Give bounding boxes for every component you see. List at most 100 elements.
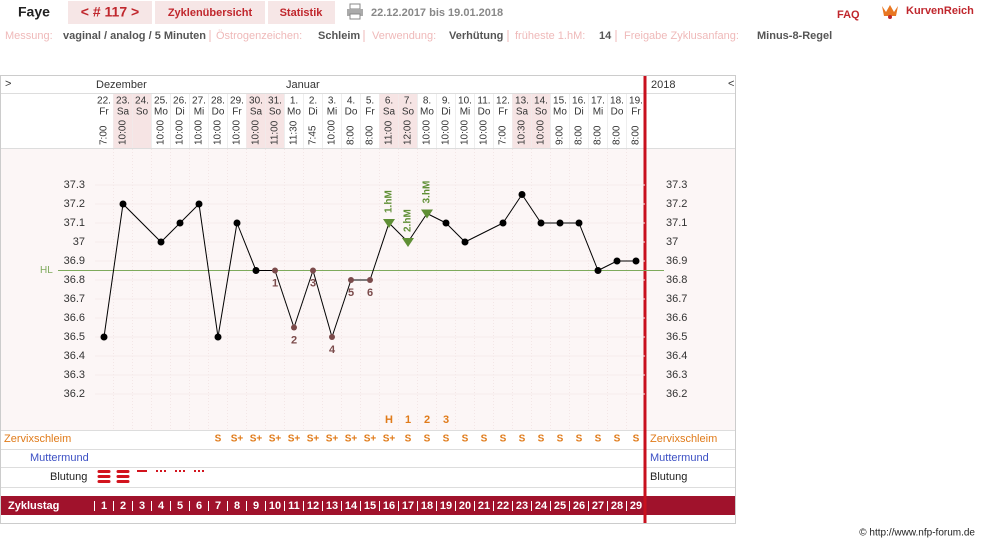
date-label: 1. [290,96,298,107]
temp-segment [179,203,200,224]
cycle-day: 17 [402,500,414,512]
y-tick-label: 36.8 [666,274,687,286]
temp-point [252,267,260,274]
temp-segment [445,222,466,243]
point-label: 3 [310,277,316,289]
info-value: 14 [599,30,612,42]
mucus-symbol: S [595,434,602,445]
time-label: 11:30 [289,120,300,145]
time-label: 10:00 [460,120,471,145]
temp-segment [312,270,333,338]
row-label: Muttermund [30,452,89,464]
logo-icon [882,5,898,19]
cycle-day: 11 [288,500,300,512]
temp-segment [369,222,390,281]
faq-link[interactable]: FAQ [837,9,860,21]
time-label: 12:00 [403,120,414,145]
cycle-day: 15 [364,500,376,512]
cycle-day: 14 [345,500,358,512]
cycle-nav-box[interactable] [68,1,152,24]
tab[interactable]: Statistik [280,7,324,19]
y-tick-label: 37.2 [666,198,687,210]
temp-point [537,219,545,227]
date-label: 30. [249,96,263,107]
date-label: 14. [534,96,548,107]
hm-marker [402,238,414,247]
excluded-point [367,277,373,283]
coverline-label: HL [40,265,53,276]
temp-segment [597,260,618,271]
tab-box[interactable] [268,1,335,24]
print-icon[interactable] [347,3,363,20]
time-label: 10:00 [156,120,167,145]
time-label: 10:00 [422,120,433,145]
y-tick-label: 36.3 [64,369,85,381]
time-label: 7:00 [498,125,509,145]
temp-point [195,200,203,208]
date-label: 12. [496,96,510,107]
excluded-point [291,324,297,331]
cycle-day: 12 [307,500,319,512]
cycle-day-bar [1,496,735,515]
date-label: 2. [309,96,317,107]
date-label: 8. [423,96,431,107]
temp-segment [464,222,504,243]
tab-box[interactable] [155,1,265,24]
user-name: Faye [18,4,50,20]
cycle-day: 13 [326,500,338,512]
cycle-day: 23 [516,500,528,512]
temp-segment [293,270,314,328]
time-label: 10:00 [118,120,129,145]
mucus-symbol: S [215,434,222,445]
info-value: vaginal / analog / 5 Minuten [63,30,206,42]
weekday-label: Mi [460,107,471,118]
logo[interactable]: KurvenReich [906,5,974,17]
y-tick-label: 36.4 [64,350,85,362]
cycle-day: 5 [177,500,183,512]
temp-segment [331,279,352,338]
temp-point [119,200,127,208]
mucus-symbol: S [519,434,526,445]
point-label: 6 [367,287,373,299]
weekday-label: Do [345,107,358,118]
weekday-label: So [535,107,548,118]
mucus-symbol: S [538,434,545,445]
hm-marker [421,209,433,219]
temp-point [100,333,108,341]
mucus-symbol: S [500,434,507,445]
weekday-label: Di [175,107,184,118]
time-label: 10:00 [441,120,452,145]
hm-label: 2.hM [403,209,414,232]
weekend-shade [113,94,133,148]
y-tick-label: 37.3 [666,179,687,191]
y-tick-label: 36.9 [666,255,687,267]
temp-point [461,238,469,246]
nav-right[interactable]: < [728,78,734,90]
mucus-peak: 3 [443,414,449,426]
weekday-label: Mo [420,107,434,118]
nav-left[interactable]: > [5,78,11,90]
y-tick-label: 36.4 [666,350,687,362]
weekday-label: Di [308,107,317,118]
time-label: 11:00 [384,120,395,145]
hm-label: 1.hM [384,190,395,213]
cycle-day: 20 [459,500,471,512]
date-label: 11. [477,96,490,107]
weekday-label: Do [212,107,225,118]
date-label: 19. [629,96,643,107]
time-label: 8:00 [574,125,585,145]
weekday-label: Fr [232,107,242,118]
cycle-nav[interactable]: < # 117 > [81,4,139,20]
hm-marker [383,219,395,228]
y-tick-label: 36.7 [64,293,85,305]
weekday-label: Sa [383,107,396,118]
temp-segment [198,203,219,338]
weekday-label: So [402,107,415,118]
bleeding-mark [175,470,185,472]
cycle-day: 19 [440,500,452,512]
tab[interactable]: Zyklenübersicht [168,7,253,19]
year: 2018 [651,79,675,91]
cycle-day: 25 [554,500,566,512]
time-label: 10:00 [175,120,186,145]
cycle-day: 24 [535,500,548,512]
